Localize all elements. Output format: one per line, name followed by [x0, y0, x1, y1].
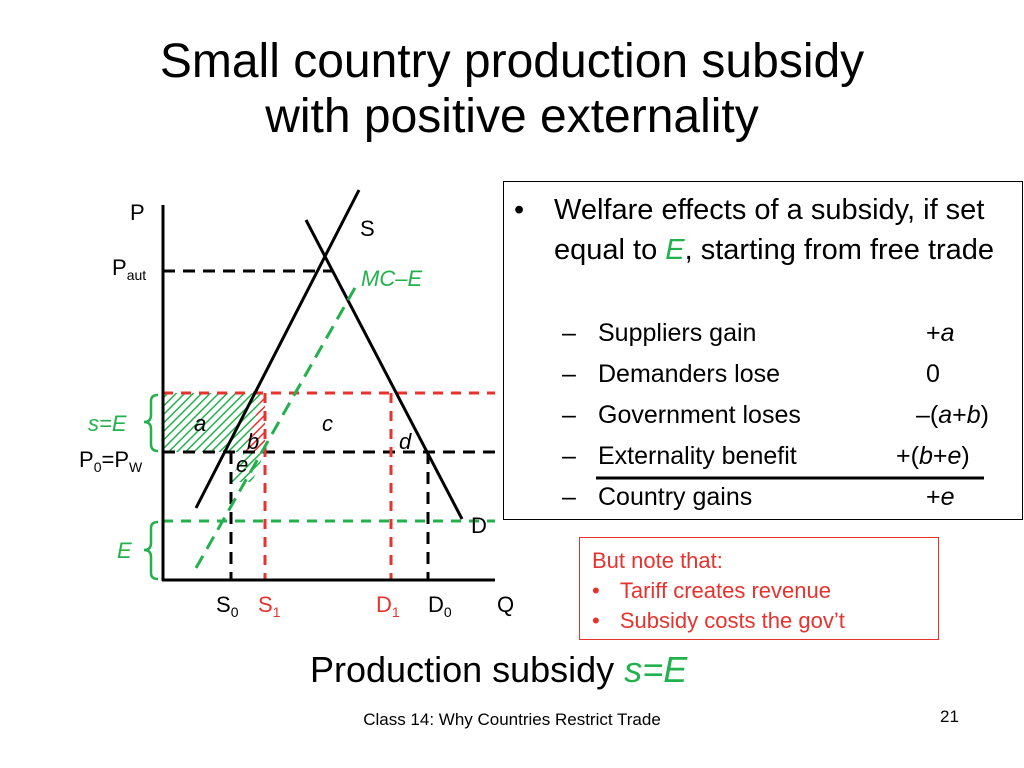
mc-minus-e-label: MC–E	[361, 266, 422, 291]
note-point-text: Tariff creates revenue	[619, 578, 831, 603]
area-c-label: c	[322, 411, 333, 436]
bullet-icon: •	[592, 608, 600, 633]
welfare-heading-text-2: , starting from free trade	[684, 234, 995, 266]
mc-minus-e-curve	[194, 285, 358, 569]
slide-number: 21	[940, 707, 959, 726]
welfare-item-value: 0	[926, 360, 940, 388]
note-point: • Subsidy costs the gov’t	[592, 608, 845, 634]
dash-icon: –	[562, 442, 576, 470]
welfare-effects-panel: • Welfare effects of a subsidy, if set e…	[503, 181, 1023, 520]
welfare-item-value: +e	[926, 483, 955, 511]
welfare-heading-text-1: Welfare effects of a subsidy, if set equ…	[554, 194, 985, 266]
demand-curve-label: D	[471, 513, 487, 538]
welfare-heading-var: E	[665, 234, 685, 266]
welfare-item-label: Country gains	[598, 483, 753, 511]
caption-var: s=E	[624, 649, 688, 690]
bullet-icon: •	[514, 194, 525, 226]
p0-pw-label: P0=PW	[79, 447, 143, 475]
welfare-item-label: Government loses	[598, 401, 801, 429]
welfare-item-label: Suppliers gain	[598, 319, 757, 347]
d0-label: D0	[428, 592, 452, 620]
caption-text: Production subsidy	[310, 649, 625, 690]
note-point: • Tariff creates revenue	[592, 578, 831, 604]
dash-icon: –	[562, 401, 576, 429]
welfare-item-value: –(a+b)	[916, 401, 989, 429]
demand-curve	[304, 219, 464, 520]
area-a-shading	[163, 393, 263, 452]
dash-icon: –	[562, 360, 576, 388]
welfare-item-label: Demanders lose	[598, 360, 781, 388]
footer-text: Class 14: Why Countries Restrict Trade	[363, 710, 661, 729]
welfare-heading: • Welfare effects of a subsidy, if set e…	[514, 190, 1014, 270]
area-a-label: a	[194, 411, 206, 436]
area-e-label: e	[236, 452, 248, 477]
note-point-text: Subsidy costs the gov’t	[619, 608, 845, 633]
area-b-shading	[244, 393, 265, 452]
dash-icon: –	[562, 483, 576, 511]
caption: Production subsidy s=E	[310, 648, 687, 692]
paut-label: Paut	[112, 255, 146, 283]
quantity-axis-label: Q	[497, 592, 514, 617]
supply-curve	[194, 189, 361, 509]
welfare-item-value: +(b+e)	[896, 442, 970, 470]
se-brace	[143, 393, 159, 453]
price-axis-label: P	[130, 200, 145, 225]
e-brace	[143, 520, 159, 581]
slide-title: Small country production subsidy with po…	[0, 34, 1024, 144]
d1-label: D1	[376, 592, 400, 620]
s1-label: S1	[258, 592, 281, 620]
area-b-label: b	[247, 429, 259, 454]
title-line-2: with positive externality	[265, 90, 759, 143]
dash-icon: –	[562, 319, 576, 347]
welfare-item-value: +a	[926, 319, 955, 347]
e-label: E	[117, 538, 132, 563]
se-label: s=E	[88, 411, 127, 436]
note-heading: But note that:	[592, 548, 723, 573]
bullet-icon: •	[592, 578, 600, 603]
area-e-shading	[230, 452, 265, 482]
note-box: But note that: • Tariff creates revenue …	[579, 537, 939, 640]
title-line-1: Small country production subsidy	[159, 35, 865, 88]
summary-rule	[596, 476, 984, 480]
supply-curve-label: S	[360, 216, 375, 241]
area-d-label: d	[399, 429, 412, 454]
welfare-item-label: Externality benefit	[598, 442, 797, 470]
s0-label: S0	[216, 592, 239, 620]
